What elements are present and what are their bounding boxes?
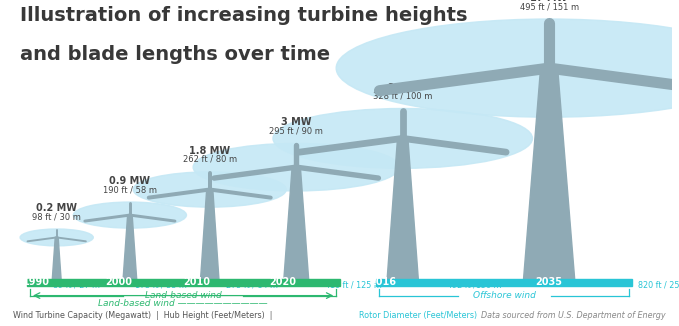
Bar: [376, 279, 632, 286]
Text: Land-based wind ——————————: Land-based wind ——————————: [98, 299, 268, 308]
Text: 89 ft / 27 m: 89 ft / 27 m: [54, 281, 100, 289]
Text: 173 ft / 53 m: 173 ft / 53 m: [135, 281, 187, 289]
Ellipse shape: [273, 109, 532, 168]
Text: 190 ft / 58 m: 190 ft / 58 m: [103, 185, 157, 194]
Text: 295 ft / 90 m: 295 ft / 90 m: [270, 126, 323, 135]
Circle shape: [56, 237, 58, 238]
Text: 2000: 2000: [105, 277, 132, 288]
Circle shape: [128, 215, 131, 216]
Text: 492 ft /150 m: 492 ft /150 m: [447, 281, 501, 289]
Ellipse shape: [193, 143, 399, 191]
Text: 275 ft / 84 m: 275 ft / 84 m: [226, 281, 278, 289]
Circle shape: [293, 166, 299, 169]
Text: 2010: 2010: [183, 277, 210, 288]
Text: 328 ft / 100 m: 328 ft / 100 m: [373, 92, 433, 100]
Bar: [26, 279, 340, 286]
Text: 2035: 2035: [536, 277, 563, 288]
Polygon shape: [524, 68, 574, 279]
Text: 820 ft / 250 m: 820 ft / 250 m: [638, 281, 679, 289]
Text: Data sourced from U.S. Department of Energy: Data sourced from U.S. Department of Ene…: [481, 311, 665, 319]
Text: 3 MW: 3 MW: [281, 117, 312, 127]
Text: 1.8 MW: 1.8 MW: [189, 146, 230, 156]
Text: 1990: 1990: [23, 277, 50, 288]
Text: 6 MW: 6 MW: [388, 82, 418, 93]
Circle shape: [399, 137, 406, 140]
Polygon shape: [123, 215, 136, 279]
Text: 2020: 2020: [270, 277, 297, 288]
Text: 262 ft / 80 m: 262 ft / 80 m: [183, 155, 237, 164]
Text: 495 ft / 151 m: 495 ft / 151 m: [519, 2, 579, 11]
Text: and blade lengths over time: and blade lengths over time: [20, 45, 330, 64]
Circle shape: [208, 188, 212, 190]
Ellipse shape: [336, 19, 679, 117]
Polygon shape: [284, 167, 309, 279]
Text: Rotor Diameter (Feet/Meters): Rotor Diameter (Feet/Meters): [359, 311, 477, 319]
Text: 0.2 MW: 0.2 MW: [36, 203, 77, 213]
Ellipse shape: [73, 202, 187, 228]
Text: 98 ft / 30 m: 98 ft / 30 m: [33, 212, 81, 221]
Circle shape: [543, 66, 555, 71]
Polygon shape: [52, 237, 61, 279]
Text: 410 ft / 125 m: 410 ft / 125 m: [325, 281, 382, 289]
Text: Illustration of increasing turbine heights: Illustration of increasing turbine heigh…: [20, 7, 468, 25]
Text: 2016: 2016: [369, 277, 397, 288]
Text: 0.9 MW: 0.9 MW: [109, 176, 150, 186]
Text: Wind Turbine Capacity (Megawatt)  |  Hub Height (Feet/Meters)  |: Wind Turbine Capacity (Megawatt) | Hub H…: [14, 311, 278, 319]
Polygon shape: [387, 139, 418, 279]
Polygon shape: [200, 189, 219, 279]
Text: Offshore wind: Offshore wind: [473, 291, 536, 300]
Ellipse shape: [133, 172, 287, 207]
Ellipse shape: [20, 229, 93, 246]
Text: Land-based wind: Land-based wind: [145, 291, 221, 300]
Text: 17 MW: 17 MW: [530, 0, 568, 3]
